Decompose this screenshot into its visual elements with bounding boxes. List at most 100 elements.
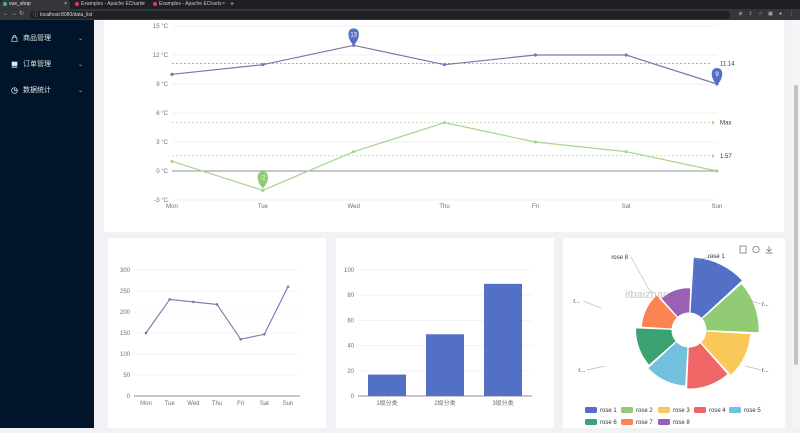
- sidebar-item-stats[interactable]: 数据统计 ⌄: [0, 80, 94, 102]
- legend-label: rose 3: [673, 408, 690, 414]
- y-tick-label: 12 °C: [153, 53, 169, 59]
- echarts-favicon-icon: [75, 2, 79, 6]
- rose-slice: [686, 342, 729, 390]
- extensions-icon[interactable]: ▣: [768, 11, 773, 17]
- data-point: [624, 150, 628, 154]
- pin-label: 9: [715, 72, 719, 78]
- x-tick-label: Fri: [237, 401, 244, 407]
- x-tick-label: 3级分类: [492, 399, 513, 407]
- mark-point-pin: -2: [257, 171, 269, 189]
- legend-label: rose 7: [636, 420, 653, 426]
- legend-label: rose 2: [636, 408, 653, 414]
- legend-swatch: [621, 419, 633, 425]
- y-tick-label: 80: [347, 293, 354, 299]
- x-tick-label: Sun: [283, 401, 294, 407]
- y-tick-label: 150: [120, 331, 131, 337]
- tab-label: Examples - Apache ECharts: [81, 1, 144, 7]
- back-icon[interactable]: ←: [3, 11, 9, 17]
- x-tick-label: 1级分类: [376, 399, 397, 407]
- y-tick-label: 9 °C: [156, 82, 168, 88]
- legend-swatch: [585, 407, 597, 413]
- translate-icon[interactable]: ⊕: [738, 11, 743, 17]
- data-point: [352, 43, 356, 47]
- pin-label: -2: [260, 175, 266, 181]
- chevron-down-icon: ⌄: [78, 88, 84, 94]
- category-bar-chart-card: 100 80 60 40 20 0 1级分类 2级分类 3级分类: [336, 238, 554, 428]
- y-tick-label: 200: [120, 310, 131, 316]
- y-tick-label: 3 °C: [156, 140, 168, 146]
- sidebar-item-orders[interactable]: 订单管理 ⌄: [0, 54, 94, 76]
- menu-icon[interactable]: ⋮: [789, 11, 794, 17]
- mark-line-arrow-icon: [712, 120, 715, 125]
- bar: [426, 334, 464, 396]
- browser-tab-echarts-1[interactable]: Examples - Apache ECharts ×: [72, 0, 148, 9]
- forward-icon[interactable]: →: [11, 11, 17, 17]
- y-tick-label: 0: [127, 394, 131, 400]
- y-tick-label: 100: [120, 352, 131, 358]
- data-point: [715, 169, 719, 173]
- profile-icon[interactable]: ●: [778, 11, 783, 17]
- save-image-icon: [765, 246, 773, 254]
- order-icon: [11, 61, 18, 68]
- page-scrollbar-thumb[interactable]: [794, 85, 798, 365]
- y-tick-label: 50: [123, 373, 130, 379]
- new-tab-button[interactable]: +: [230, 1, 235, 8]
- close-tab-icon[interactable]: ×: [222, 1, 225, 7]
- y-tick-label: 0 °C: [156, 169, 168, 175]
- data-point: [352, 150, 356, 154]
- url-text: localhost:8080/data_list: [40, 11, 93, 18]
- x-tick-label: Mon: [140, 401, 152, 407]
- bag-icon: [11, 35, 18, 42]
- star-icon[interactable]: ☆: [758, 11, 763, 17]
- y-tick-label: 0: [351, 394, 355, 400]
- slice-label: r...: [578, 368, 585, 374]
- rose-slice: [646, 340, 689, 387]
- y-tick-label: 250: [120, 289, 131, 295]
- sidebar-item-label: 数据统计: [23, 87, 51, 94]
- y-tick-label: 6 °C: [156, 111, 168, 117]
- y-tick-label: 60: [347, 318, 354, 324]
- slice-label: rose 8: [611, 255, 628, 261]
- y-tick-label: 300: [120, 268, 131, 274]
- browser-tab-vue-shop[interactable]: vue_shop ×: [0, 0, 70, 9]
- chevron-down-icon: ⌄: [78, 36, 84, 42]
- legend-label: rose 4: [709, 408, 726, 414]
- sidebar-item-goods[interactable]: 商品管理 ⌄: [0, 28, 94, 50]
- x-tick-label: Wed: [187, 401, 199, 407]
- slice-label: r...: [762, 368, 769, 374]
- browser-tab-bar: vue_shop × Examples - Apache ECharts × E…: [0, 0, 800, 9]
- series-line: [145, 286, 289, 340]
- mark-line-label: 11.14: [720, 61, 735, 67]
- close-tab-icon[interactable]: ×: [64, 1, 67, 7]
- chart-icon: [11, 87, 18, 94]
- slice-label: r...: [762, 302, 769, 308]
- rose-slice: [635, 327, 677, 367]
- browser-tab-echarts-2[interactable]: Examples - Apache ECharts ×: [150, 0, 228, 9]
- address-bar[interactable]: ⓘ localhost:8080/data_list: [30, 10, 730, 19]
- reload-icon[interactable]: ↻: [19, 11, 25, 17]
- mark-point-pin: 13: [348, 28, 359, 46]
- tab-label: vue_shop: [9, 1, 31, 7]
- close-tab-icon[interactable]: ×: [142, 1, 145, 7]
- pin-icon: [348, 28, 359, 46]
- data-point: [239, 338, 242, 341]
- legend-swatch: [694, 407, 706, 413]
- x-tick-label: Sat: [260, 401, 269, 407]
- share-icon[interactable]: ⇪: [748, 11, 753, 17]
- weekly-line-chart: 300 250 200 150 100 50 0 Mon Tue Wed Thu Fri Sat Sun: [120, 268, 300, 407]
- data-point: [624, 53, 628, 57]
- legend-label: rose 5: [744, 408, 761, 414]
- vue-favicon-icon: [3, 2, 7, 6]
- slice-label: rose 1: [708, 254, 725, 260]
- echarts-favicon-icon: [153, 2, 157, 6]
- chevron-down-icon: ⌄: [78, 62, 84, 68]
- data-point: [170, 72, 174, 76]
- slice-label: r...: [573, 299, 580, 305]
- rose-slice: [701, 282, 760, 334]
- pin-icon: [257, 171, 269, 189]
- data-point: [215, 303, 219, 306]
- legend-swatch: [658, 419, 670, 425]
- x-tick-label: Fri: [532, 204, 539, 210]
- bar: [368, 374, 406, 396]
